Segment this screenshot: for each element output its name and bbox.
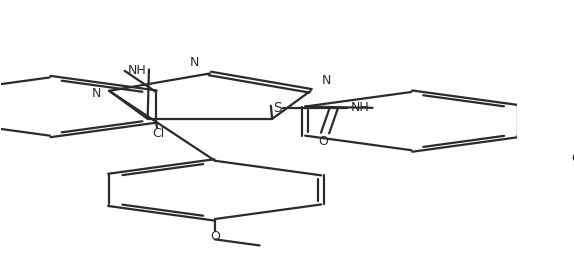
Text: N: N: [92, 87, 101, 100]
Text: N: N: [190, 56, 199, 69]
Text: NH: NH: [128, 64, 147, 77]
Text: N: N: [321, 74, 331, 87]
Text: O: O: [319, 135, 328, 148]
Text: O: O: [210, 230, 220, 243]
Text: S: S: [273, 101, 281, 115]
Text: Cl: Cl: [153, 127, 165, 139]
Text: NH: NH: [350, 101, 369, 114]
Text: O: O: [572, 152, 574, 165]
